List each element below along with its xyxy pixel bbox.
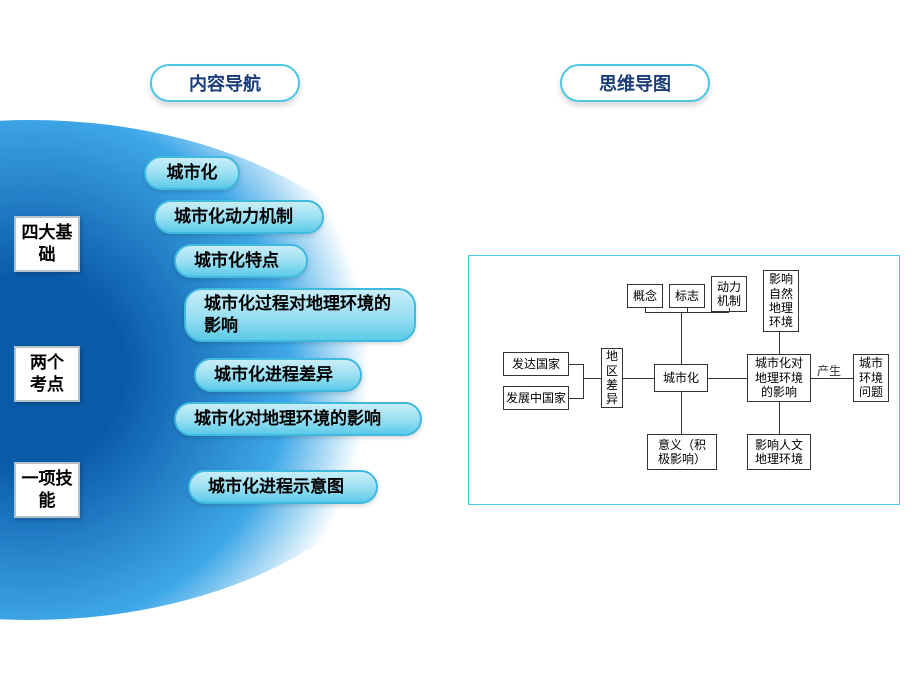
content-item-1: 城市化动力机制 [154,200,324,234]
content-item-0: 城市化 [144,156,240,190]
mm-produces-label: 产生 [817,362,841,379]
mm-line [569,398,583,399]
content-item-2: 城市化特点 [174,244,308,278]
mm-line [681,312,682,364]
mm-line [729,308,730,312]
mm-right: 城市化对地理环境的影响 [747,354,811,402]
mm-line [779,332,780,354]
mm-bottom: 意义（积极影响） [647,434,717,470]
header-mindmap: 思维导图 [560,64,710,102]
mm-top-2: 动力机制 [711,276,747,312]
mm-line [583,378,601,379]
mm-right-top: 影响自然地理环境 [763,270,799,332]
mm-top-1: 标志 [669,284,705,308]
mindmap-container: 城市化 概念 标志 动力机制 地区差异 发达国家 发展中国家 意义（积极影响） … [468,255,900,505]
mm-left-0: 发达国家 [503,352,569,376]
mm-line [623,378,654,379]
side-section-1: 两个考点 [14,346,80,402]
content-item-5: 城市化对地理环境的影响 [174,402,422,436]
mm-line [569,364,583,365]
header-content-nav: 内容导航 [150,64,300,102]
content-item-3: 城市化过程对地理环境的影响 [184,288,416,342]
mm-left-1: 发展中国家 [503,386,569,410]
side-section-0: 四大基础 [14,216,80,272]
content-item-4: 城市化进程差异 [194,358,362,392]
mm-top-0: 概念 [627,284,663,308]
mm-far-right: 城市环境问题 [853,354,889,402]
side-section-2: 一项技能 [14,462,80,518]
mm-line [687,308,688,312]
mm-line [645,312,729,313]
mm-left-connector: 地区差异 [601,348,623,408]
mm-line [708,378,747,379]
mm-line [583,364,584,399]
mm-line [645,308,646,312]
mm-center: 城市化 [654,364,708,392]
content-item-6: 城市化进程示意图 [188,470,378,504]
mm-line [779,402,780,434]
mm-right-bottom: 影响人文地理环境 [747,434,811,470]
mm-line [681,392,682,434]
